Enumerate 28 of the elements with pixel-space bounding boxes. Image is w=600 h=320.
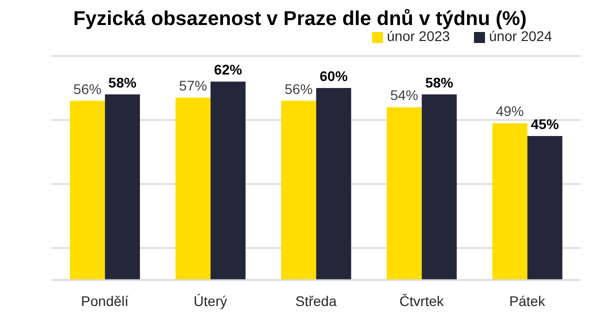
x-tick-label: Úterý bbox=[194, 292, 228, 309]
x-tick-label: Pátek bbox=[509, 292, 546, 309]
data-label: 60% bbox=[320, 68, 348, 84]
x-tick-label: Pondělí bbox=[81, 292, 129, 309]
chart-title: Fyzická obsazenost v Praze dle dnů v týdnu (%) bbox=[72, 8, 528, 30]
bar bbox=[316, 88, 352, 280]
data-label: 56% bbox=[284, 80, 313, 97]
bar bbox=[281, 100, 316, 280]
legend-label: únor 2023 bbox=[386, 28, 450, 44]
bar bbox=[70, 100, 105, 280]
bar bbox=[104, 94, 140, 280]
bar bbox=[210, 82, 246, 280]
bar bbox=[492, 123, 528, 280]
data-label: 58% bbox=[108, 74, 138, 90]
data-label: 54% bbox=[390, 87, 418, 104]
legend-label: únor 2024 bbox=[488, 28, 552, 44]
x-tick-label: Středa bbox=[295, 292, 337, 309]
bar bbox=[527, 136, 562, 280]
data-label: 49% bbox=[496, 103, 524, 120]
data-label: 57% bbox=[179, 78, 208, 94]
x-tick-label: Čtvrtek bbox=[399, 292, 445, 309]
data-label: 58% bbox=[425, 74, 454, 90]
data-label: 56% bbox=[73, 80, 102, 97]
data-label: 45% bbox=[530, 116, 560, 132]
bar bbox=[422, 94, 457, 280]
data-label: 62% bbox=[214, 62, 243, 78]
bar bbox=[386, 107, 422, 280]
bar bbox=[176, 98, 211, 280]
